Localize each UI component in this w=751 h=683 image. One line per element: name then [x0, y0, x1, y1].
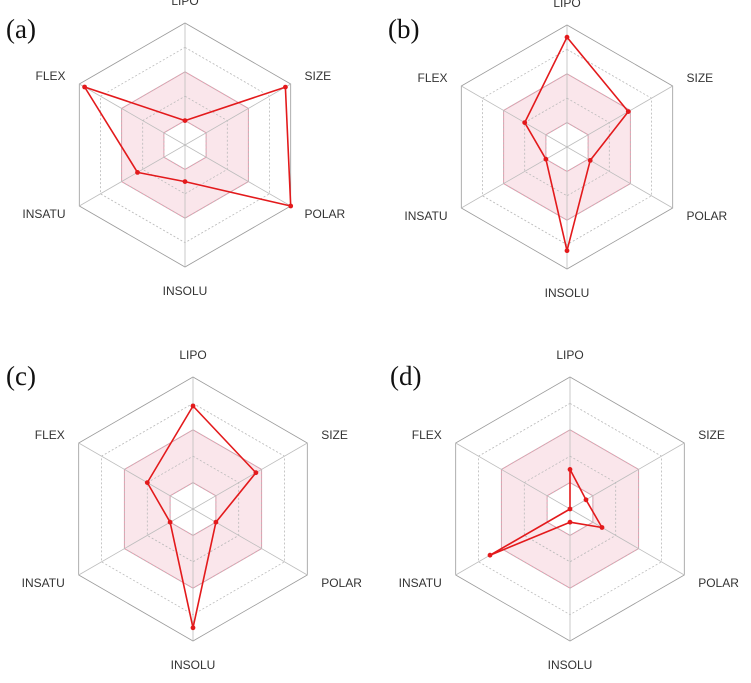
data-point-insolu: [564, 248, 570, 254]
panel-label: (b): [388, 14, 419, 44]
panel-label: (a): [6, 14, 36, 44]
axis-label-polar: POLAR: [687, 209, 728, 223]
data-point-insolu: [190, 625, 196, 631]
axis-label-lipo: LIPO: [171, 0, 198, 8]
data-point-insatu: [487, 552, 493, 558]
axis-label-size: SIZE: [305, 69, 332, 83]
data-point-size: [625, 109, 631, 114]
axis-label-flex: FLEX: [35, 69, 65, 83]
axis-spoke: [78, 442, 194, 510]
axis-spoke: [184, 144, 291, 207]
data-point-insolu: [567, 519, 573, 525]
axis-spoke: [184, 83, 291, 146]
panel-label: (d): [390, 361, 421, 391]
data-point-size: [583, 497, 589, 503]
panel-label: (c): [6, 361, 36, 391]
axis-spoke: [569, 442, 685, 510]
data-point-insatu: [135, 170, 140, 175]
data-point-flex: [82, 84, 87, 90]
radar-panel: LIPO SIZE POLAR INSOLU INSATU FLEX (d): [390, 348, 739, 672]
axis-spoke: [455, 442, 571, 510]
axis-label-insolu: INSOLU: [171, 658, 216, 672]
axis-spoke: [461, 146, 568, 209]
axis-label-lipo: LIPO: [556, 348, 583, 362]
axis-spoke: [79, 144, 186, 207]
data-point-insatu: [543, 156, 549, 162]
data-point-flex: [144, 480, 150, 485]
data-point-polar: [587, 158, 593, 163]
data-point-lipo: [190, 403, 196, 409]
axis-label-lipo: LIPO: [179, 348, 206, 362]
axis-label-polar: POLAR: [305, 207, 346, 221]
axis-spoke: [192, 442, 308, 510]
axis-spoke: [79, 83, 186, 146]
axis-label-size: SIZE: [687, 71, 714, 85]
data-point-flex: [522, 120, 528, 125]
axis-spoke: [192, 508, 308, 576]
axis-label-insatu: INSATU: [399, 576, 442, 590]
axis-label-polar: POLAR: [321, 576, 362, 590]
axis-label-insatu: INSATU: [22, 576, 65, 590]
radar-panel: LIPO SIZE POLAR INSOLU INSATU FLEX (a): [6, 0, 346, 298]
data-point-polar: [599, 525, 605, 530]
axis-label-size: SIZE: [698, 428, 725, 442]
data-point-lipo: [564, 34, 570, 40]
radar-panel: LIPO SIZE POLAR INSOLU INSATU FLEX (c): [6, 348, 362, 672]
axis-spoke: [569, 508, 685, 576]
axis-label-flex: FLEX: [35, 428, 65, 442]
axis-spoke: [78, 508, 194, 576]
data-point-flex: [567, 506, 573, 512]
axis-label-insolu: INSOLU: [545, 286, 590, 300]
axis-spoke: [566, 85, 673, 148]
axis-label-size: SIZE: [321, 428, 348, 442]
axis-label-flex: FLEX: [412, 428, 442, 442]
axis-label-insolu: INSOLU: [163, 284, 208, 298]
axis-spoke: [461, 85, 568, 148]
axis-label-insatu: INSATU: [404, 209, 447, 223]
data-point-polar: [213, 519, 219, 525]
data-point-size: [253, 470, 259, 476]
data-point-size: [283, 84, 288, 90]
axis-spoke: [566, 146, 673, 209]
axis-label-insolu: INSOLU: [548, 658, 593, 672]
axis-label-polar: POLAR: [698, 576, 739, 590]
data-point-insatu: [167, 519, 173, 525]
radar-panel: LIPO SIZE POLAR INSOLU INSATU FLEX (b): [388, 0, 728, 300]
data-point-lipo: [182, 118, 188, 123]
axis-label-lipo: LIPO: [553, 0, 580, 10]
data-point-insolu: [182, 179, 188, 185]
data-point-polar: [288, 203, 294, 209]
data-point-lipo: [567, 467, 573, 472]
axis-label-flex: FLEX: [417, 71, 447, 85]
axis-label-insatu: INSATU: [22, 207, 65, 221]
